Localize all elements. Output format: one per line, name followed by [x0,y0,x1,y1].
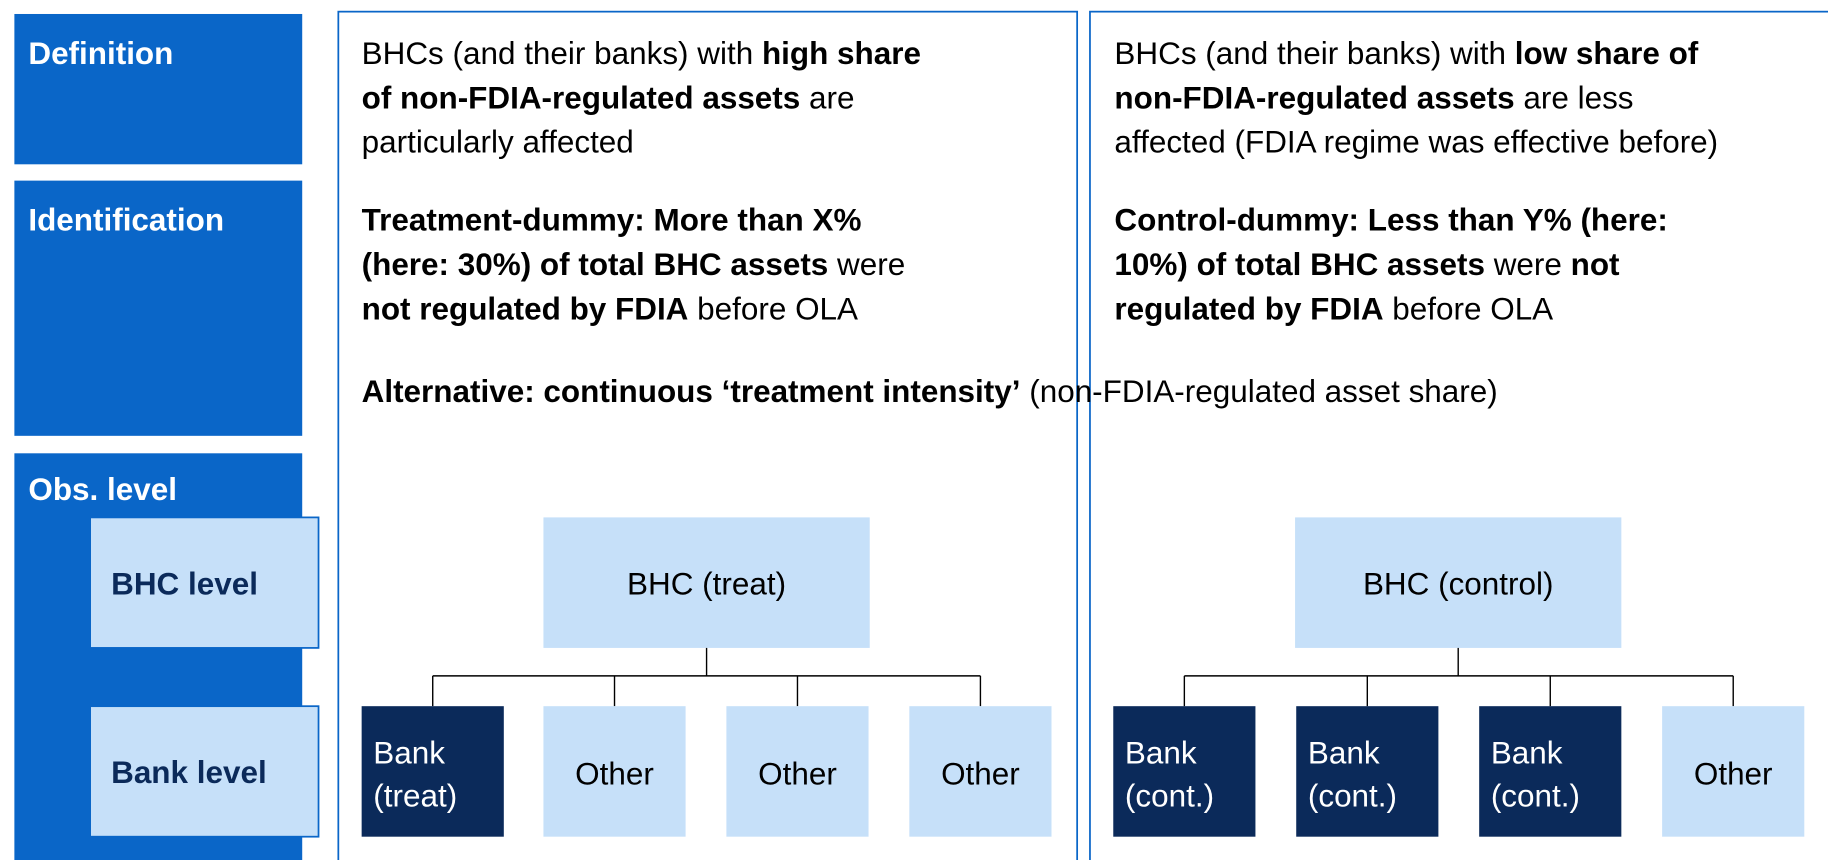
rich-text: particularly affected [362,125,634,160]
bank-label: Bank [1491,735,1563,770]
text-segment: of non-FDIA-regulated assets [362,80,801,115]
text-segment: not [1571,247,1620,282]
bank-label: (cont.) [1491,778,1580,813]
row-label: Obs. level [28,472,177,507]
rich-text: Control-dummy: Less than Y% (here: [1114,203,1667,238]
text-segment: BHCs (and their banks) with [1114,36,1514,71]
rich-text: BHCs (and their banks) with high share [362,36,921,71]
bhc-label: BHC (treat) [627,566,786,601]
rich-text: BHCs (and their banks) with low share of [1114,36,1698,71]
bank-level-box [89,705,320,838]
rich-text: not regulated by FDIA before OLA [362,291,858,326]
bank-box [909,706,1052,837]
bhc-box [543,517,870,648]
bank-box [726,706,869,837]
bank-label: Other [1694,756,1773,791]
rich-text: affected (FDIA regime was effective befo… [1114,125,1718,160]
text-segment: before OLA [1384,291,1554,326]
bank-box [543,706,686,837]
definition-box [14,13,303,165]
rich-text: of non-FDIA-regulated assets are [362,80,855,115]
bank-box [1479,706,1622,837]
row-label: Bank level [111,755,267,790]
text-segment: are [800,80,854,115]
bank-label: Bank [1308,735,1380,770]
identification-box [14,180,303,436]
text-segment: not regulated by FDIA [362,291,689,326]
text-segment: were [828,247,905,282]
text-segment: 10%) of total BHC assets [1114,247,1485,282]
control-panel [1089,10,1828,860]
bank-label: Other [758,756,837,791]
rich-text: regulated by FDIA before OLA [1114,291,1553,326]
text-segment: (here: 30%) of total BHC assets [362,247,829,282]
row-label: Identification [28,203,224,238]
bhc-label: BHC (control) [1363,566,1554,601]
text-segment: affected (FDIA regime was effective befo… [1114,125,1718,160]
bank-box [1113,706,1256,837]
treat-panel [337,10,1079,860]
bank-label: (treat) [373,778,457,813]
rich-text: 10%) of total BHC assets were not [1114,247,1620,282]
text-segment: low share of [1515,36,1699,71]
bank-label: Bank [1125,735,1197,770]
bhc-level-box [89,516,320,649]
rich-text: non-FDIA-regulated assets are less [1114,80,1633,115]
text-segment: (non-FDIA-regulated asset share) [1021,374,1498,409]
rich-text: Treatment-dummy: More than X% [362,203,862,238]
bank-label: (cont.) [1308,778,1397,813]
text-segment: were [1485,247,1571,282]
text-segment: before OLA [688,291,858,326]
text-segment: BHCs (and their banks) with [362,36,762,71]
text-segment: Treatment-dummy: More than X% [362,203,862,238]
text-segment: regulated by FDIA [1114,291,1383,326]
bank-label: (cont.) [1125,778,1214,813]
text-segment: Control-dummy: Less than Y% (here: [1114,203,1667,238]
bank-box [1296,706,1439,837]
text-segment: particularly affected [362,125,634,160]
rich-text: Alternative: continuous ‘treatment inten… [362,374,1498,409]
row-label: BHC level [111,566,258,601]
bank-label: Bank [373,735,445,770]
row-label: Definition [28,36,173,71]
bank-box [361,706,504,837]
text-segment: Alternative: continuous ‘treatment inten… [362,374,1021,409]
bank-label: Other [575,756,654,791]
bank-box [1662,706,1805,837]
text-segment: non-FDIA-regulated assets [1114,80,1514,115]
text-segment: high share [762,36,921,71]
text-segment: are less [1515,80,1634,115]
bank-label: Other [941,756,1020,791]
bhc-box [1295,517,1622,648]
rich-text: (here: 30%) of total BHC assets were [362,247,906,282]
